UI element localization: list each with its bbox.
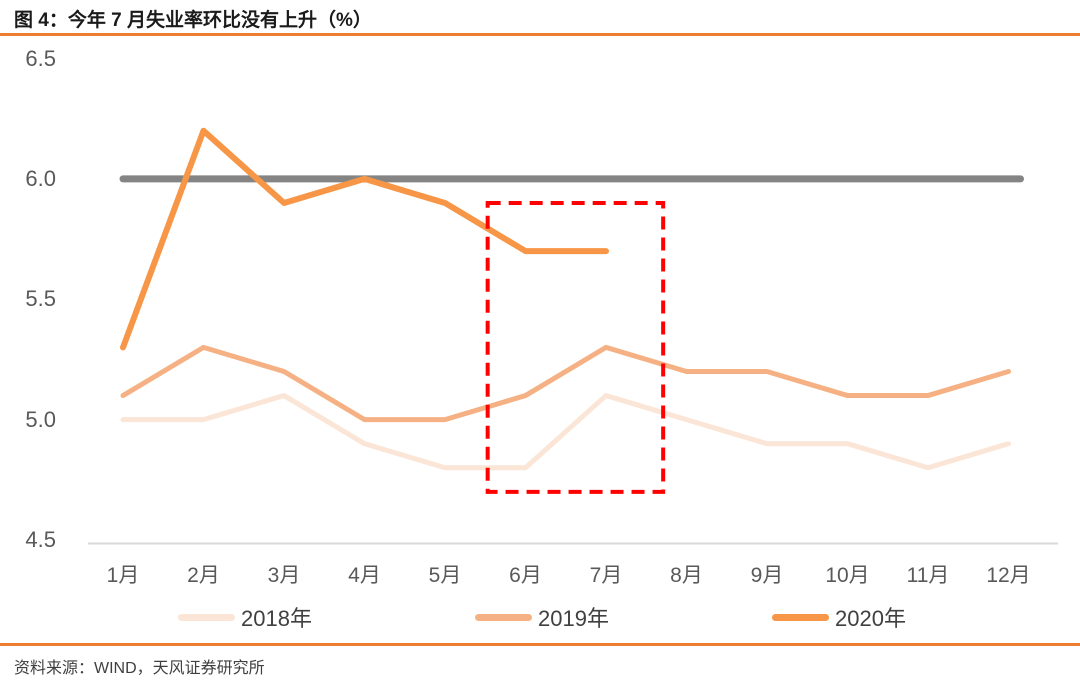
y-tick-label: 5.5	[25, 286, 56, 312]
x-tick-label: 2月	[187, 564, 220, 587]
legend-item-2018: 2018年	[178, 603, 312, 631]
legend-label: 2020年	[835, 606, 906, 631]
legend-label: 2019年	[538, 606, 609, 631]
title-rule	[0, 33, 1080, 36]
y-tick-label: 6.5	[25, 45, 56, 71]
footer-rule	[0, 643, 1080, 646]
x-tick-label: 1月	[106, 564, 140, 587]
x-tick-label: 9月	[750, 564, 784, 587]
y-tick-label: 6.0	[25, 165, 56, 191]
x-tick-label: 12月	[986, 564, 1031, 587]
legend-swatch	[475, 613, 532, 621]
legend-swatch	[178, 613, 235, 621]
x-tick-label: 10月	[825, 564, 870, 587]
source-text: 资料来源：WIND，天风证券研究所	[14, 660, 265, 677]
legend-item-2020: 2020年	[772, 603, 906, 631]
x-tick-label: 6月	[509, 564, 542, 587]
x-tick-label: 8月	[670, 564, 703, 587]
legend-label: 2018年	[241, 606, 312, 631]
legend-swatch	[772, 613, 829, 621]
x-tick-label: 4月	[348, 564, 381, 587]
x-tick-label: 5月	[428, 564, 462, 587]
chart-title: 图 4：今年 7 月失业率环比没有上升（%）	[14, 10, 372, 31]
y-tick-label: 4.5	[25, 527, 56, 552]
y-tick-label: 5.0	[25, 406, 56, 432]
x-tick-label: 11月	[906, 564, 950, 587]
x-tick-label: 7月	[589, 564, 623, 587]
x-tick-label: 3月	[267, 564, 301, 587]
legend-item-2019: 2019年	[475, 603, 609, 631]
